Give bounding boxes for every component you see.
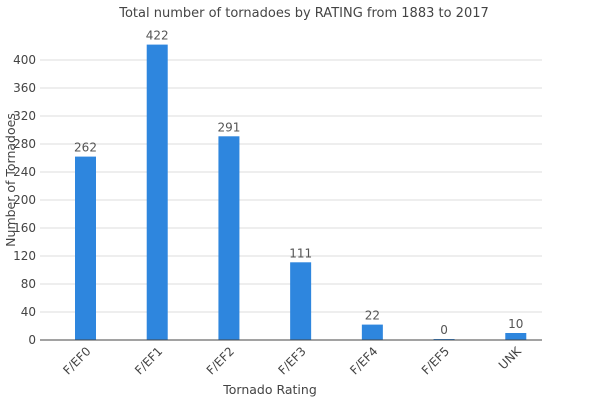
x-tick-label: F/EF3 [275, 344, 308, 377]
bar-f-ef1 [146, 44, 168, 340]
data-label: 422 [146, 29, 169, 43]
bar-unk [505, 333, 527, 340]
x-tick-label: UNK [496, 343, 525, 372]
data-label: 22 [365, 309, 380, 323]
y-tick-label: 360 [13, 81, 36, 95]
y-tick-label: 0 [28, 333, 36, 347]
y-tick-label: 40 [21, 305, 36, 319]
x-tick-label: F/EF5 [419, 344, 452, 377]
y-tick-label: 240 [13, 165, 36, 179]
y-tick-label: 200 [13, 193, 36, 207]
y-tick-label: 80 [21, 277, 36, 291]
y-tick-label: 320 [13, 109, 36, 123]
bar-f-ef4 [361, 324, 383, 340]
y-tick-label: 400 [13, 53, 36, 67]
x-tick-label: F/EF1 [132, 344, 165, 377]
bar-f-ef0 [75, 156, 96, 340]
gridlines [40, 59, 542, 313]
x-tick-label: F/EF2 [204, 344, 237, 377]
data-label: 111 [289, 246, 312, 260]
data-label: 0 [440, 323, 448, 337]
bar-f-ef2 [218, 136, 240, 340]
y-axis-title: Number of Tornadoes [3, 113, 18, 247]
y-tick-label: 120 [13, 249, 36, 263]
data-label: 10 [508, 317, 523, 331]
y-tick-label: 160 [13, 221, 36, 235]
data-label: 262 [74, 141, 97, 155]
x-tick-label: F/EF4 [347, 344, 380, 377]
x-axis-title: Tornado Rating [222, 382, 317, 397]
y-axis-ticks: 0 40 80 120 160 200 240 280 320 360 400 [13, 53, 36, 347]
bar-f-ef3 [290, 262, 312, 340]
bars [75, 44, 527, 340]
y-tick-label: 280 [13, 137, 36, 151]
data-label: 291 [217, 120, 240, 134]
x-tick-label: F/EF0 [60, 344, 93, 377]
data-labels: 262 422 291 111 22 0 10 [74, 29, 523, 337]
chart-title: Total number of tornadoes by RATING from… [118, 6, 489, 21]
x-axis-ticks: F/EF0 F/EF1 F/EF2 F/EF3 F/EF4 F/EF5 UNK [60, 343, 524, 377]
